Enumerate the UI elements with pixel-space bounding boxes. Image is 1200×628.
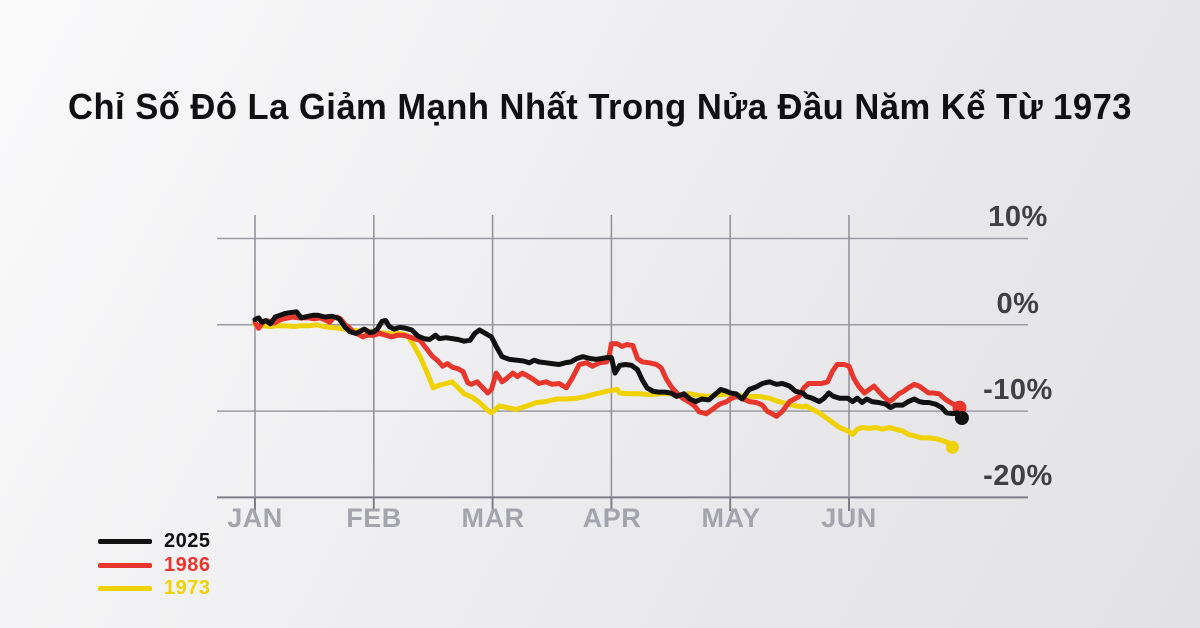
series-endpoint-2025	[954, 411, 969, 425]
legend-swatch-2025	[98, 539, 152, 545]
legend-swatch-1973	[98, 586, 152, 592]
legend-label-1973: 1973	[164, 577, 211, 600]
legend: 2025 1986 1973	[98, 530, 211, 601]
page-title: Chỉ Số Đô La Giảm Mạnh Nhất Trong Nửa Đầ…	[68, 86, 1132, 127]
x-tick-label-mar: MAR	[461, 503, 525, 533]
y-tick-label-neg10: -10%	[983, 374, 1053, 406]
legend-row-1986: 1986	[98, 554, 211, 578]
x-tick-label-feb: FEB	[346, 503, 402, 533]
y-tick-label-neg20: -20%	[983, 460, 1053, 492]
legend-swatch-1986	[98, 562, 152, 568]
x-tick-label-may: MAY	[701, 503, 761, 533]
legend-label-1986: 1986	[164, 553, 211, 576]
x-tick-label-jan: JAN	[227, 503, 283, 533]
legend-row-2025: 2025	[98, 530, 211, 554]
y-tick-label-10: 10%	[988, 201, 1048, 233]
x-tick-label-jun: JUN	[821, 503, 877, 533]
legend-row-1973: 1973	[98, 577, 211, 601]
series-line-2025	[252, 309, 965, 421]
y-tick-label-0: 0%	[996, 288, 1040, 320]
series-endpoint-1973	[945, 440, 959, 454]
legend-label-2025: 2025	[164, 530, 211, 553]
x-tick-label-apr: APR	[582, 503, 642, 533]
